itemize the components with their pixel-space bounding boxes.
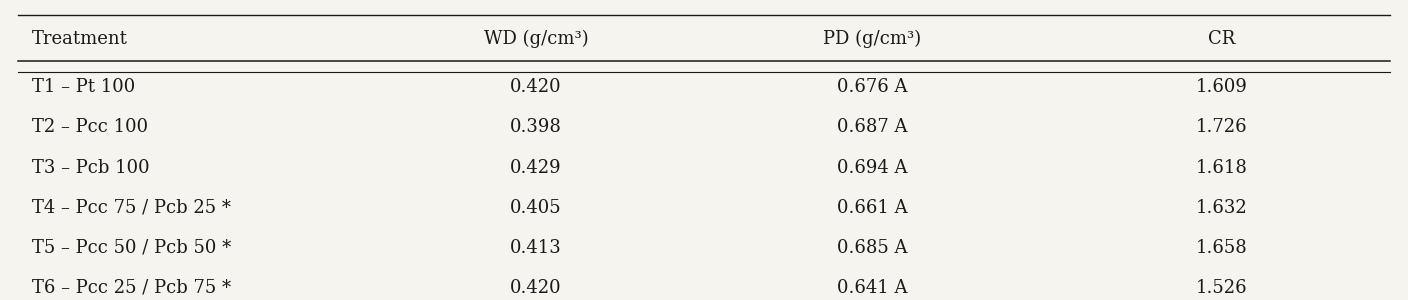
Text: 0.676 A: 0.676 A	[836, 78, 907, 96]
Text: PD (g/cm³): PD (g/cm³)	[822, 30, 921, 48]
Text: 0.398: 0.398	[510, 118, 562, 136]
Text: T6 – Pcc 25 / Pcb 75 *: T6 – Pcc 25 / Pcb 75 *	[32, 279, 231, 297]
Text: 0.694 A: 0.694 A	[836, 158, 907, 176]
Text: 0.420: 0.420	[510, 78, 562, 96]
Text: 0.661 A: 0.661 A	[836, 199, 907, 217]
Text: 1.726: 1.726	[1195, 118, 1247, 136]
Text: 1.526: 1.526	[1195, 279, 1247, 297]
Text: T5 – Pcc 50 / Pcb 50 *: T5 – Pcc 50 / Pcb 50 *	[32, 239, 231, 257]
Text: T4 – Pcc 75 / Pcb 25 *: T4 – Pcc 75 / Pcb 25 *	[32, 199, 231, 217]
Text: WD (g/cm³): WD (g/cm³)	[484, 30, 589, 48]
Text: 0.420: 0.420	[510, 279, 562, 297]
Text: 1.609: 1.609	[1195, 78, 1247, 96]
Text: 1.632: 1.632	[1195, 199, 1247, 217]
Text: 0.687 A: 0.687 A	[836, 118, 907, 136]
Text: T3 – Pcb 100: T3 – Pcb 100	[32, 158, 149, 176]
Text: 0.685 A: 0.685 A	[836, 239, 907, 257]
Text: 1.658: 1.658	[1195, 239, 1247, 257]
Text: 0.413: 0.413	[510, 239, 562, 257]
Text: CR: CR	[1208, 30, 1235, 48]
Text: 0.405: 0.405	[510, 199, 562, 217]
Text: 0.429: 0.429	[510, 158, 562, 176]
Text: Treatment: Treatment	[32, 30, 128, 48]
Text: 0.641 A: 0.641 A	[836, 279, 907, 297]
Text: T1 – Pt 100: T1 – Pt 100	[32, 78, 135, 96]
Text: T2 – Pcc 100: T2 – Pcc 100	[32, 118, 148, 136]
Text: 1.618: 1.618	[1195, 158, 1247, 176]
